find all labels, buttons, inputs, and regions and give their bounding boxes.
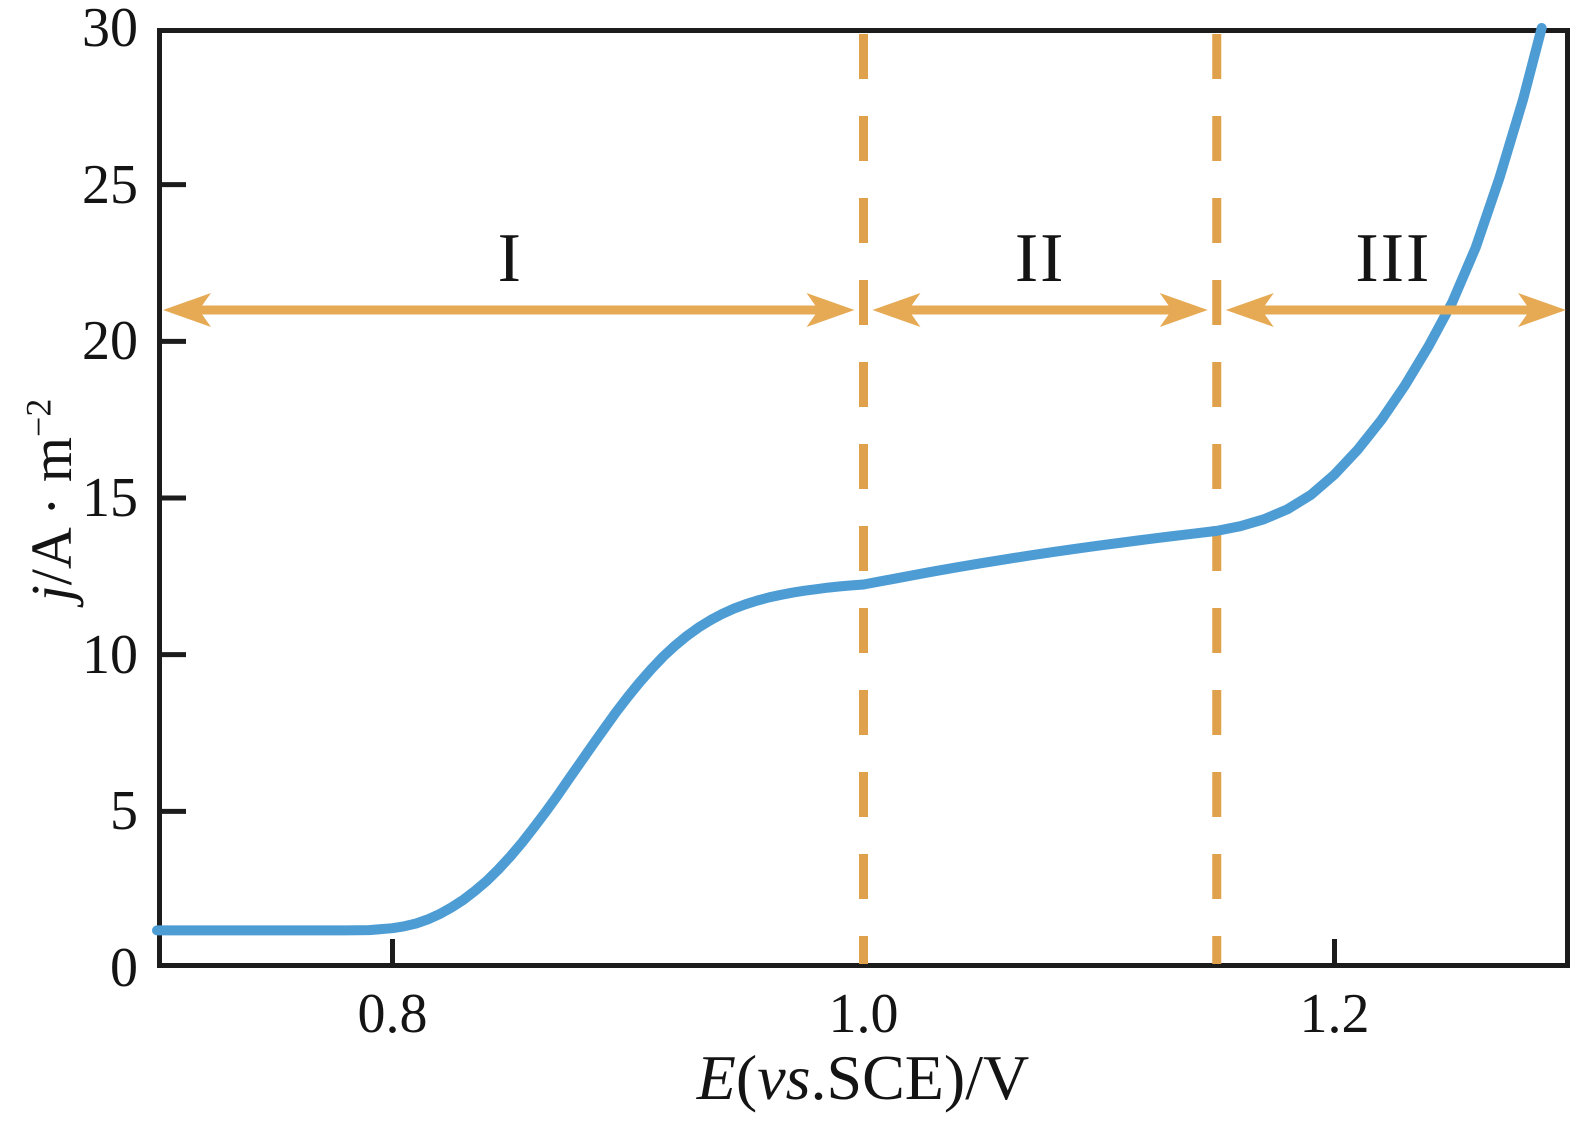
arrow-head-left-icon: [1225, 293, 1274, 327]
y-axis-title: j/A · m−2: [14, 200, 90, 800]
y-tick-label-5: 5: [110, 780, 138, 843]
arrow-head-right-icon: [1518, 293, 1566, 327]
x-axis-title-symbol: E: [696, 1042, 736, 1113]
arrow-head-left-icon: [163, 293, 211, 327]
x-tick-label-0.8: 0.8: [357, 983, 428, 1045]
arrow-head-right-icon: [1159, 293, 1208, 327]
polarization-curve: [152, 23, 1547, 936]
y-tick-label-0: 0: [110, 937, 138, 999]
x-tick-label-1.2: 1.2: [1299, 983, 1370, 1045]
x-axis-title: E(vs.SCE)/V: [563, 1042, 1163, 1114]
axes-frame: [157, 28, 1570, 968]
region-label-II: II: [1014, 220, 1066, 297]
y-tick-label-30: 30: [82, 0, 138, 59]
x-axis-title-paren: (: [735, 1042, 758, 1113]
x-axis-title-vs: vs: [757, 1042, 811, 1113]
x-tick-label-1.0: 1.0: [828, 983, 899, 1045]
y-tick-label-15: 15: [82, 467, 138, 529]
region-label-III: III: [1355, 220, 1432, 297]
region-label-I: I: [497, 220, 523, 297]
y-tick-label-10: 10: [82, 623, 138, 686]
x-axis-title-units: .SCE)/V: [810, 1042, 1030, 1113]
y-axis-title-symbol: j: [19, 585, 84, 602]
y-axis-title-exponent: −2: [18, 398, 59, 437]
y-tick-label-20: 20: [82, 310, 138, 373]
arrow-head-right-icon: [806, 293, 855, 327]
y-axis-title-units: /A · m: [19, 436, 84, 586]
arrow-head-left-icon: [872, 293, 921, 327]
y-tick-label-25: 25: [82, 153, 138, 216]
